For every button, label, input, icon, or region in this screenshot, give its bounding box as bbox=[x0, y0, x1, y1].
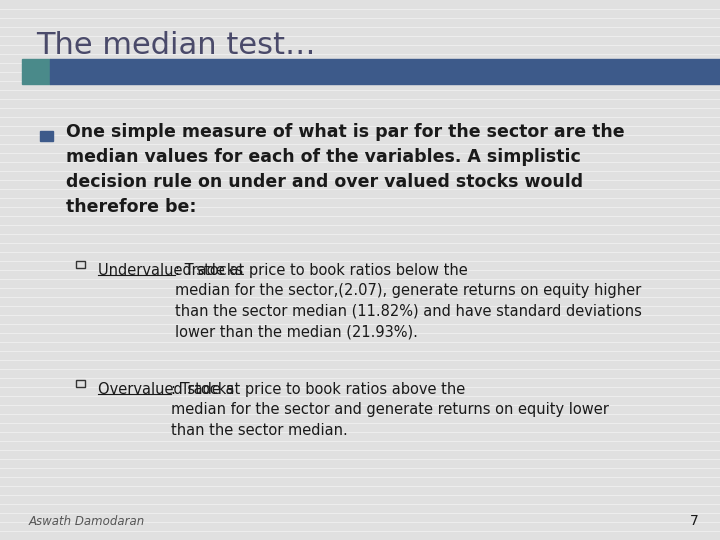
Bar bbox=[22, 59, 50, 84]
Bar bbox=[76, 261, 85, 268]
Text: Overvalued stocks: Overvalued stocks bbox=[98, 382, 234, 397]
Text: 7: 7 bbox=[690, 514, 698, 528]
Text: The median test…: The median test… bbox=[36, 31, 315, 60]
Bar bbox=[76, 380, 85, 387]
Text: Undervalued stocks: Undervalued stocks bbox=[98, 263, 243, 278]
Text: One simple measure of what is par for the sector are the
median values for each : One simple measure of what is par for th… bbox=[66, 123, 624, 215]
Bar bbox=[50, 59, 720, 84]
Text: : Trade at price to book ratios below the
median for the sector,(2.07), generate: : Trade at price to book ratios below th… bbox=[175, 263, 642, 339]
Bar bbox=[40, 131, 53, 141]
Text: : Trade at price to book ratios above the
median for the sector and generate ret: : Trade at price to book ratios above th… bbox=[171, 382, 608, 437]
Text: Aswath Damodaran: Aswath Damodaran bbox=[29, 515, 145, 528]
